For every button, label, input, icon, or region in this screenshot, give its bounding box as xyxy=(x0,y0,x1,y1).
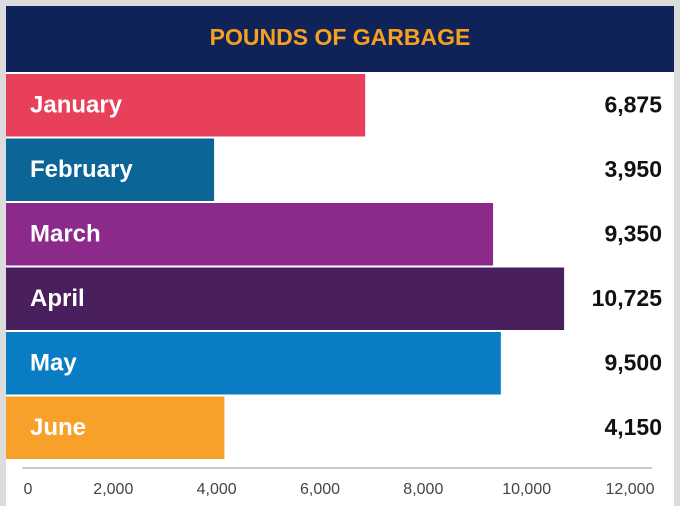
bar xyxy=(6,332,501,395)
x-tick-label: 8,000 xyxy=(403,481,443,498)
category-label: January xyxy=(30,92,123,119)
x-tick-label: 12,000 xyxy=(606,481,655,498)
value-label: 9,350 xyxy=(604,220,662,246)
x-tick-label: 10,000 xyxy=(502,481,551,498)
x-tick-label: 6,000 xyxy=(300,481,340,498)
chart-title: POUNDS OF GARBAGE xyxy=(210,24,471,50)
x-tick-label: 0 xyxy=(24,481,33,498)
value-label: 10,725 xyxy=(592,285,663,311)
value-label: 6,875 xyxy=(604,91,662,117)
category-label: February xyxy=(30,156,133,183)
value-label: 9,500 xyxy=(604,349,662,375)
value-label: 4,150 xyxy=(604,414,662,440)
bar xyxy=(6,267,565,330)
x-tick-label: 4,000 xyxy=(197,481,237,498)
category-label: March xyxy=(30,221,101,248)
category-label: April xyxy=(30,285,85,312)
category-label: June xyxy=(30,414,86,441)
category-label: May xyxy=(30,350,77,377)
x-tick-label: 2,000 xyxy=(93,481,133,498)
bar xyxy=(6,396,225,459)
title-band xyxy=(6,6,674,72)
bar xyxy=(6,138,215,201)
value-label: 3,950 xyxy=(604,156,662,182)
bar xyxy=(6,203,494,266)
bar xyxy=(6,74,366,137)
